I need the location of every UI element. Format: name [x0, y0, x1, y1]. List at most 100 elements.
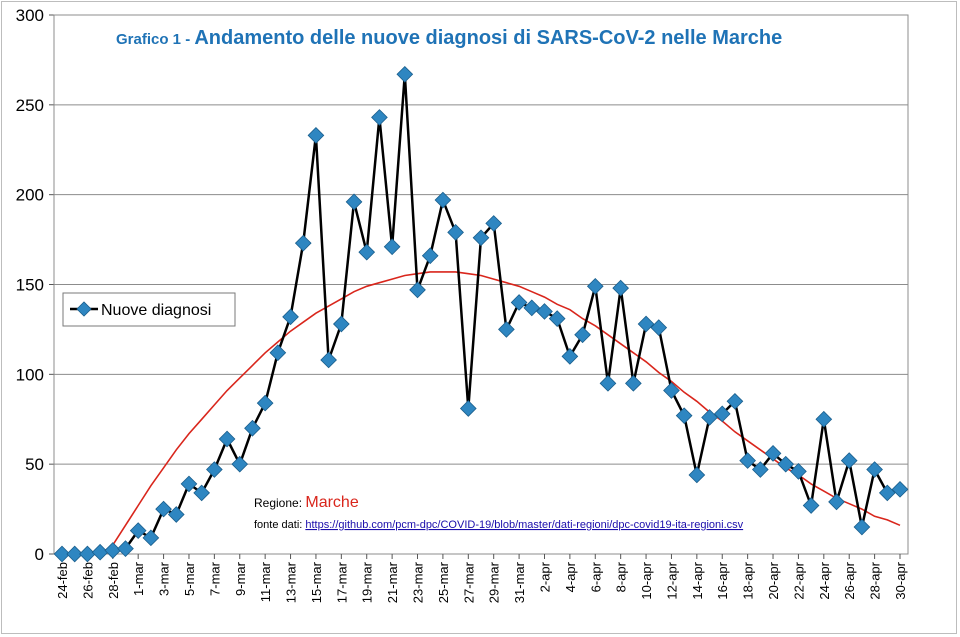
- y-tick-label: 200: [16, 186, 44, 205]
- data-point: [117, 540, 134, 557]
- region-prefix: Regione:: [254, 496, 305, 510]
- region-label: Regione: Marche: [254, 494, 359, 511]
- x-tick-label: 24-feb: [55, 562, 70, 599]
- trendline: [62, 271, 901, 555]
- legend-marker: [76, 301, 92, 317]
- data-point: [434, 191, 452, 209]
- data-point: [371, 109, 388, 126]
- data-point: [142, 529, 160, 547]
- x-tick-label: 30-apr: [893, 561, 908, 599]
- data-point: [599, 374, 617, 392]
- y-tick-label: 50: [25, 455, 44, 474]
- x-tick-label: 25-mar: [436, 561, 451, 603]
- data-point: [853, 518, 871, 536]
- data-point: [383, 238, 401, 256]
- x-tick-label: 6-apr: [588, 561, 603, 592]
- x-tick-label: 10-apr: [639, 561, 654, 599]
- region-value: Marche: [305, 494, 358, 511]
- source-link[interactable]: https://github.com/pcm-dpc/COVID-19/blob…: [305, 519, 743, 531]
- data-point: [574, 326, 591, 344]
- plot-border: [53, 14, 909, 555]
- series-group: [53, 65, 909, 563]
- x-tick-label: 3-mar: [157, 561, 172, 596]
- x-tick-label: 29-mar: [487, 561, 502, 603]
- x-tick-label: 1-mar: [131, 561, 146, 596]
- data-point: [878, 484, 896, 502]
- data-point: [498, 321, 515, 338]
- data-point: [256, 394, 274, 412]
- x-tick-label: 13-mar: [284, 561, 299, 603]
- data-point: [586, 277, 604, 295]
- x-tick-label: 20-apr: [766, 561, 781, 599]
- x-tick-label: 26-apr: [842, 561, 857, 599]
- x-tick-label: 22-apr: [791, 561, 806, 599]
- data-point: [650, 319, 668, 336]
- data-point: [472, 229, 490, 247]
- x-tick-label: 4-apr: [563, 561, 578, 592]
- x-tick-label: 9-mar: [233, 561, 248, 596]
- chart-title: Grafico 1 - Andamento delle nuove diagno…: [116, 27, 782, 49]
- data-point: [409, 281, 426, 299]
- data-point: [231, 455, 249, 473]
- y-tick-label: 300: [16, 6, 44, 25]
- x-tick-label: 2-apr: [537, 561, 552, 592]
- x-tick-label: 7-mar: [207, 561, 222, 596]
- grid: [54, 14, 908, 555]
- x-tick-label: 5-mar: [182, 561, 197, 596]
- data-point: [91, 543, 109, 561]
- data-point: [66, 545, 84, 563]
- data-point: [206, 461, 223, 478]
- legend-label: Nuove diagnosi: [101, 302, 211, 319]
- data-point: [294, 234, 312, 252]
- data-point: [764, 445, 782, 462]
- data-point: [307, 127, 325, 144]
- y-tick-label: 100: [16, 365, 44, 384]
- data-point: [739, 452, 756, 469]
- data-point: [840, 452, 858, 469]
- chart-title-prefix: Grafico 1 -: [116, 31, 194, 48]
- data-point: [193, 484, 211, 502]
- data-point: [218, 430, 236, 448]
- data-point: [777, 455, 795, 473]
- data-point: [358, 243, 376, 261]
- data-point: [828, 493, 845, 511]
- legend: Nuove diagnosi: [62, 292, 236, 327]
- data-point: [675, 407, 693, 425]
- y-tick-label: 150: [16, 276, 44, 295]
- data-point: [510, 294, 528, 311]
- x-tick-label: 19-mar: [360, 561, 375, 603]
- axes: [49, 14, 909, 559]
- data-point: [815, 410, 833, 428]
- x-tick-label: 21-mar: [385, 561, 400, 603]
- data-point: [269, 344, 287, 362]
- x-tick-labels: 24-feb 26-feb 28-feb 1-mar 3-mar 5-mar 7-mar 9-…: [55, 561, 908, 603]
- data-point: [180, 475, 198, 493]
- data-point: [536, 303, 553, 320]
- x-tick-label: 28-apr: [868, 561, 883, 599]
- data-point: [485, 215, 503, 232]
- data-point: [447, 224, 464, 241]
- x-tick-label: 28-feb: [106, 562, 121, 599]
- data-point: [688, 466, 706, 484]
- y-tick-label: 250: [16, 96, 44, 115]
- data-point: [396, 65, 414, 83]
- data-point: [891, 480, 909, 498]
- data-point: [155, 500, 172, 518]
- y-tick-label: 0: [35, 545, 44, 564]
- x-tick-label: 15-mar: [309, 561, 324, 603]
- data-point: [625, 374, 642, 392]
- x-tick-label: 24-apr: [817, 561, 832, 599]
- data-point: [548, 310, 566, 327]
- x-tick-label: 31-mar: [512, 561, 527, 603]
- data-point: [244, 419, 261, 437]
- x-tick-label: 8-apr: [614, 561, 629, 592]
- data-point: [282, 308, 299, 326]
- data-point: [523, 299, 541, 317]
- data-point: [713, 405, 731, 423]
- y-tick-labels: 0 50 100 150 200 250 300: [16, 6, 44, 564]
- data-point: [866, 461, 883, 478]
- data-point: [637, 315, 655, 333]
- x-tick-label: 11-mar: [258, 561, 273, 602]
- data-point: [701, 409, 718, 426]
